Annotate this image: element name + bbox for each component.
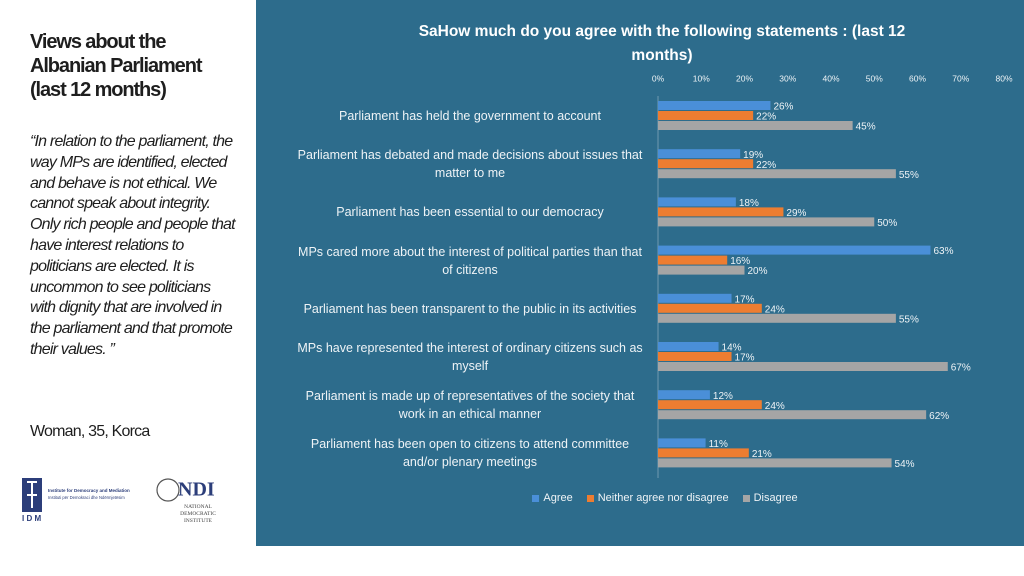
value-label: 29%	[786, 208, 806, 219]
bar	[658, 448, 749, 458]
legend-swatch	[742, 494, 750, 502]
legend-swatch	[586, 494, 594, 502]
value-label: 21%	[752, 449, 772, 460]
value-label: 26%	[773, 102, 793, 113]
ndi-name-box: NATIONAL DEMOCRATIC INSTITUTE	[180, 504, 216, 524]
bar	[658, 111, 754, 120]
bar	[658, 217, 875, 227]
value-label: 67%	[951, 363, 971, 374]
idm-emblem-lines	[27, 481, 37, 508]
value-label: 55%	[899, 170, 919, 181]
category-label: Parliament has debated and made decision…	[297, 148, 643, 181]
value-label: 17%	[735, 294, 755, 305]
category-label: Parliament has been essential to our dem…	[336, 205, 604, 220]
x-tick-label: 40%	[822, 73, 839, 83]
value-label: 63%	[933, 246, 953, 257]
bar	[658, 313, 896, 323]
bar	[658, 101, 771, 110]
value-label: 12%	[713, 391, 733, 402]
value-label: 17%	[735, 353, 755, 364]
idm-name-sq: Instituti për Demokraci dhe Ndërmjetësim	[48, 495, 125, 500]
value-label: 14%	[722, 343, 742, 354]
value-label: 19%	[743, 150, 763, 161]
category-label: Parliament has been transparent to the p…	[303, 301, 637, 316]
bar	[658, 400, 762, 410]
bar	[658, 169, 896, 179]
x-tick-label: 0%	[652, 73, 665, 83]
bar	[658, 458, 892, 468]
bar	[658, 390, 710, 400]
value-label: 24%	[765, 401, 785, 412]
value-label: 54%	[895, 459, 915, 470]
ndi-globe	[156, 478, 180, 502]
x-tick-label: 80%	[995, 73, 1012, 83]
legend-label: Disagree	[753, 492, 798, 504]
bar	[658, 197, 736, 207]
x-tick-label: 10%	[693, 73, 710, 83]
category-label: Parliament is made up of representatives…	[305, 389, 635, 422]
legend-label: Neither agree nor disagree	[597, 492, 729, 504]
bar	[658, 352, 732, 361]
legend-swatch	[532, 494, 540, 502]
value-label: 50%	[877, 218, 897, 229]
bar	[658, 159, 754, 169]
x-tick-label: 50%	[866, 73, 883, 83]
x-tick-label: 70%	[952, 73, 969, 83]
legend: Agree Neither agree nor disagree Disagree	[440, 492, 890, 504]
bar	[658, 207, 784, 217]
idm-name: Institute for Democracy and Mediation	[48, 488, 130, 493]
idm-abbr: I D M	[22, 514, 41, 523]
bar	[658, 438, 706, 448]
legend-label: Agree	[543, 492, 573, 504]
value-label: 24%	[765, 304, 785, 315]
value-label: 22%	[756, 160, 776, 171]
bar	[658, 303, 762, 313]
x-tick-label: 30%	[779, 73, 796, 83]
value-label: 45%	[856, 122, 876, 133]
value-label: 55%	[899, 314, 919, 325]
ndi-name: NATIONAL DEMOCRATIC INSTITUTE	[180, 504, 216, 524]
x-tick-label: 60%	[909, 73, 926, 83]
chart-title: SaHow much do you agree with the followi…	[418, 23, 906, 64]
bar	[658, 342, 719, 351]
bar	[658, 265, 745, 275]
logos: I D M Institute for Democracy and Mediat…	[22, 478, 216, 524]
quote: “In relation to the parliament, the way …	[30, 133, 236, 358]
value-label: 18%	[739, 198, 759, 209]
value-label: 62%	[929, 411, 949, 422]
ndi-abbr: NDI	[178, 479, 215, 501]
sidebar-title: Views about the Albanian Parliament (las…	[30, 31, 202, 101]
value-label: 11%	[709, 439, 728, 450]
legend-item: Disagree	[742, 492, 798, 504]
bar	[658, 255, 728, 265]
bar	[658, 410, 927, 420]
category-label: Parliament has held the government to ac…	[339, 109, 601, 123]
bar	[658, 121, 853, 130]
value-label: 16%	[730, 256, 750, 267]
category-label: MPs have represented the interest of ord…	[297, 341, 643, 373]
attribution: Woman, 35, Korca	[30, 423, 150, 440]
bar	[658, 293, 732, 303]
legend-item: Neither agree nor disagree	[586, 492, 729, 504]
value-label: 22%	[756, 112, 776, 123]
bar	[658, 245, 931, 255]
bar	[658, 149, 741, 159]
legend-item: Agree	[532, 492, 573, 504]
category-label: Parliament has been open to citizens to …	[310, 437, 630, 470]
bar	[658, 362, 948, 371]
x-tick-label: 20%	[736, 73, 753, 83]
value-label: 20%	[748, 266, 768, 277]
chart-panel	[256, 0, 1024, 546]
category-label: MPs cared more about the interest of pol…	[298, 244, 642, 277]
